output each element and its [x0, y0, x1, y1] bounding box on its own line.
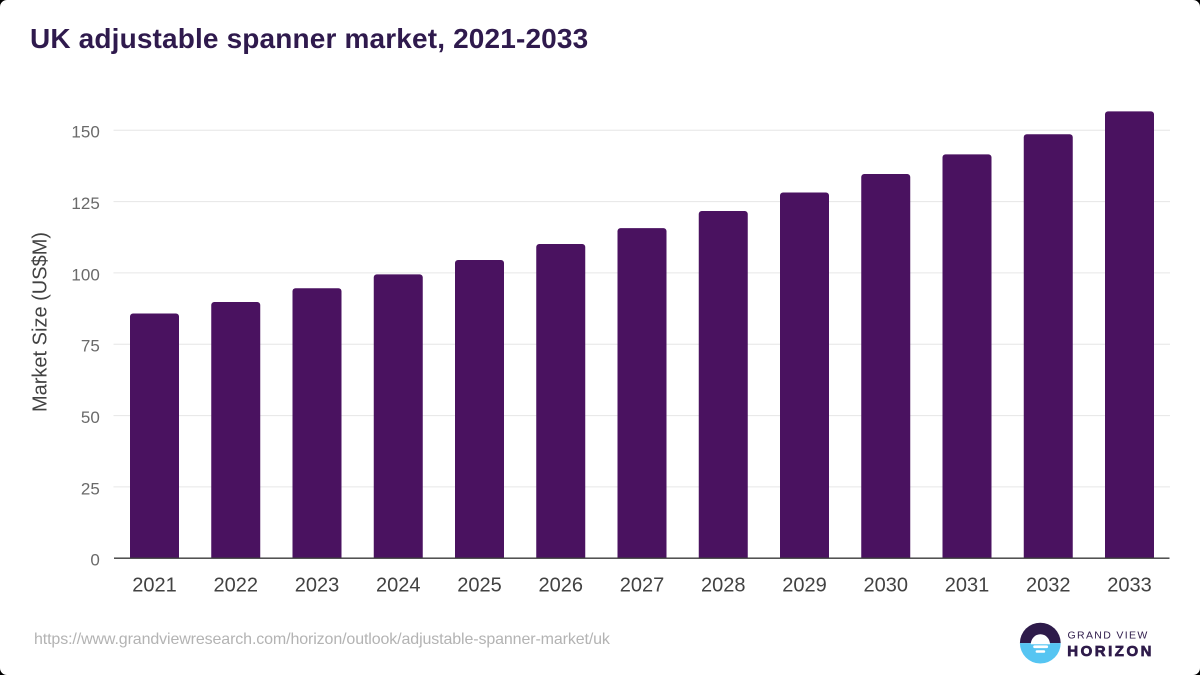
svg-text:100: 100	[71, 265, 99, 284]
svg-text:2027: 2027	[620, 575, 665, 597]
svg-text:0: 0	[90, 551, 99, 570]
svg-text:2025: 2025	[457, 575, 502, 597]
svg-text:Market Size (US$M): Market Size (US$M)	[29, 232, 51, 412]
svg-text:2033: 2033	[1107, 575, 1152, 597]
svg-text:2022: 2022	[214, 575, 259, 597]
svg-text:2031: 2031	[945, 575, 990, 597]
svg-text:2029: 2029	[782, 575, 827, 597]
svg-text:2032: 2032	[1026, 575, 1071, 597]
svg-text:2023: 2023	[295, 575, 340, 597]
svg-text:75: 75	[81, 337, 100, 356]
svg-text:50: 50	[81, 408, 100, 427]
svg-text:2030: 2030	[864, 575, 909, 597]
svg-text:125: 125	[71, 194, 99, 213]
svg-text:25: 25	[81, 479, 100, 498]
svg-text:2024: 2024	[376, 575, 421, 597]
svg-text:150: 150	[71, 123, 99, 142]
svg-text:GRAND VIEW: GRAND VIEW	[1068, 629, 1149, 641]
svg-text:2021: 2021	[132, 575, 177, 597]
svg-text:2028: 2028	[701, 575, 746, 597]
svg-text:HORIZON: HORIZON	[1067, 643, 1154, 660]
svg-text:2026: 2026	[539, 575, 584, 597]
